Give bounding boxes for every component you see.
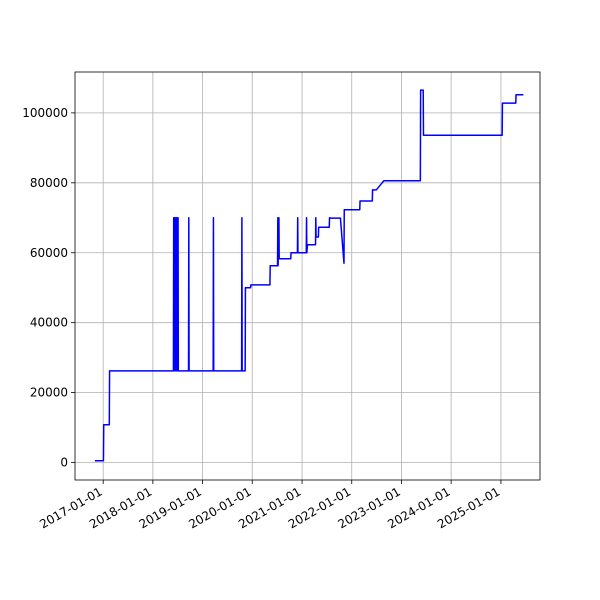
y-tick-label: 40000 xyxy=(30,316,68,330)
y-tick-label: 60000 xyxy=(30,246,68,260)
plot-frame xyxy=(74,71,541,481)
data-line xyxy=(94,89,524,462)
y-tick-label: 80000 xyxy=(30,176,68,190)
y-tick-label: 100000 xyxy=(22,106,68,120)
y-tick-label: 20000 xyxy=(30,386,68,400)
y-tick-label: 0 xyxy=(60,456,68,470)
